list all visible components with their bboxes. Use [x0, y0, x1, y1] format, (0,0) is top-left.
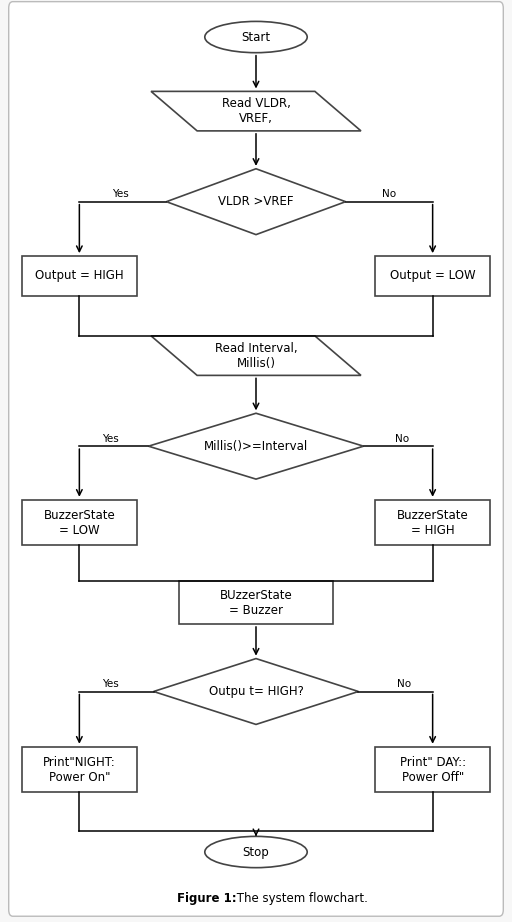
Text: Read Interval,
Millis(): Read Interval, Millis() — [215, 342, 297, 370]
Text: The system flowchart.: The system flowchart. — [233, 892, 368, 905]
Ellipse shape — [205, 836, 307, 868]
Polygon shape — [154, 658, 358, 725]
Polygon shape — [151, 91, 361, 131]
FancyBboxPatch shape — [22, 747, 137, 792]
Text: BuzzerState
= HIGH: BuzzerState = HIGH — [397, 509, 468, 537]
FancyBboxPatch shape — [375, 747, 490, 792]
Text: BuzzerState
= LOW: BuzzerState = LOW — [44, 509, 115, 537]
Text: Read VLDR,
VREF,: Read VLDR, VREF, — [222, 97, 290, 125]
Text: No: No — [397, 679, 412, 689]
FancyBboxPatch shape — [22, 256, 137, 296]
Polygon shape — [151, 336, 361, 375]
Text: Output = LOW: Output = LOW — [390, 269, 476, 282]
Text: Outpu t= HIGH?: Outpu t= HIGH? — [208, 685, 304, 698]
Text: Millis()>=Interval: Millis()>=Interval — [204, 440, 308, 453]
Text: VLDR >VREF: VLDR >VREF — [218, 195, 294, 208]
FancyBboxPatch shape — [375, 256, 490, 296]
Ellipse shape — [205, 21, 307, 53]
FancyBboxPatch shape — [375, 500, 490, 546]
Text: Figure 1:: Figure 1: — [177, 892, 236, 905]
Text: Stop: Stop — [243, 845, 269, 858]
Text: Yes: Yes — [112, 189, 129, 199]
FancyBboxPatch shape — [179, 581, 333, 624]
FancyBboxPatch shape — [22, 500, 137, 546]
Text: Yes: Yes — [102, 679, 118, 689]
Text: Start: Start — [242, 30, 270, 43]
Text: Yes: Yes — [102, 433, 118, 443]
Text: BUzzerState
= Buzzer: BUzzerState = Buzzer — [220, 588, 292, 617]
FancyBboxPatch shape — [9, 2, 503, 916]
Polygon shape — [166, 169, 346, 234]
Text: Print"NIGHT:
Power On": Print"NIGHT: Power On" — [43, 756, 116, 784]
Polygon shape — [148, 413, 364, 479]
Text: Output = HIGH: Output = HIGH — [35, 269, 124, 282]
Text: No: No — [395, 433, 409, 443]
Text: No: No — [382, 189, 396, 199]
Text: Print" DAY::
Power Off": Print" DAY:: Power Off" — [399, 756, 466, 784]
